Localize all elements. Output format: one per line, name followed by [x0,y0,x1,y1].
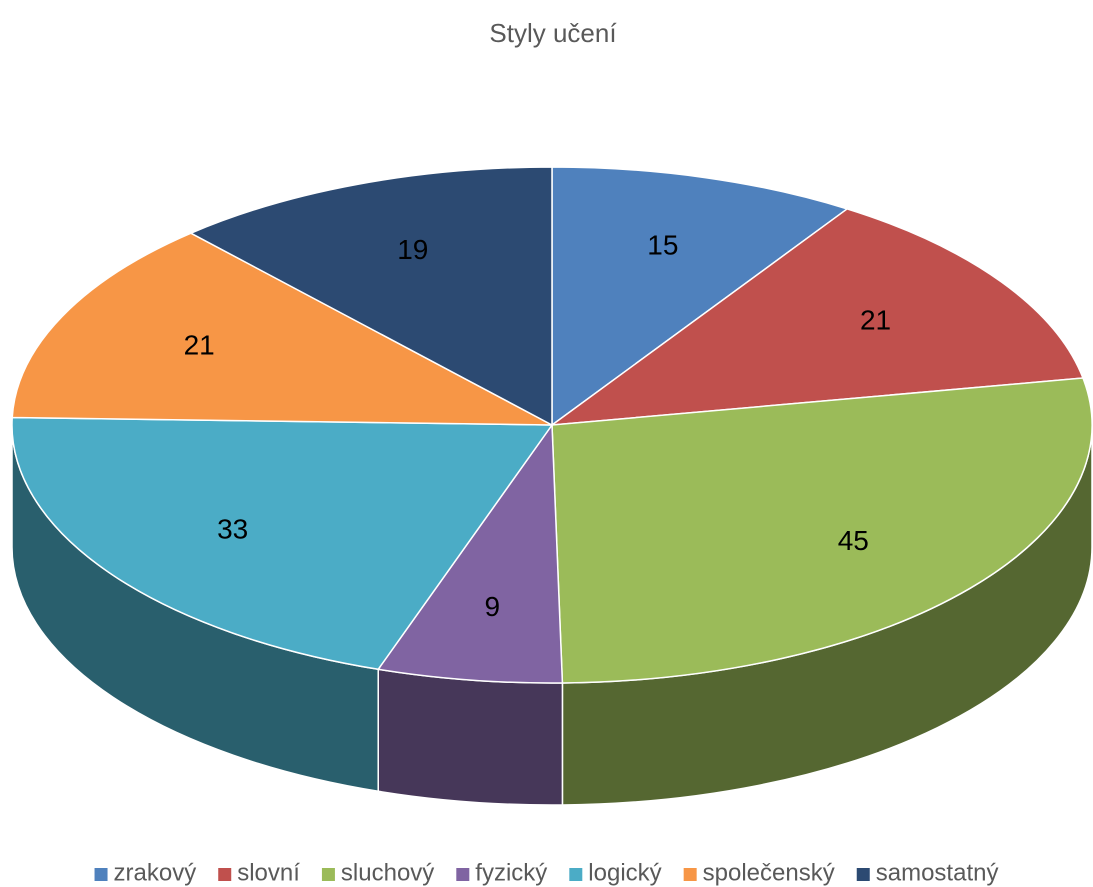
legend-label: zrakový [114,859,197,886]
legend-item: logický [569,859,662,886]
legend-swatch [94,868,108,881]
data-label: 45 [838,525,869,556]
chart-title: Styly učení [489,18,617,48]
data-label: 15 [647,229,678,260]
legend-label: fyzický [475,859,547,886]
legend-label: společenský [703,859,835,886]
slice [551,166,849,427]
legend-swatch [569,868,583,881]
legend-label: sluchový [341,859,434,886]
legend-item: samostatný [856,859,999,886]
legend-item: zrakový [94,859,197,886]
pie: 15 21 45 9 33 21 19 [11,166,1093,806]
legend-swatch [683,868,697,881]
legend-swatch [321,868,335,881]
legend-swatch [456,868,470,881]
slice [189,166,553,427]
legend-item: společenský [683,859,835,886]
slice [551,377,1093,684]
slice-side [377,668,564,806]
legend: zrakový slovní sluchový fyzický logický spole… [94,859,999,886]
legend-swatch [218,868,232,881]
slice [11,416,554,671]
legend-item: fyzický [456,859,547,886]
legend-item: sluchový [321,859,434,886]
data-label: 21 [860,304,891,335]
legend-label: samostatný [876,859,999,886]
data-label: 19 [397,234,428,265]
data-label: 33 [217,513,248,544]
data-label: 9 [484,591,500,622]
data-label: 21 [184,329,215,360]
legend-label: logický [588,859,661,886]
slice [549,208,1085,426]
legend-swatch [856,868,870,881]
slice [376,422,564,684]
slice [11,232,553,426]
legend-label: slovní [237,859,300,886]
legend-item: slovní [218,859,300,886]
